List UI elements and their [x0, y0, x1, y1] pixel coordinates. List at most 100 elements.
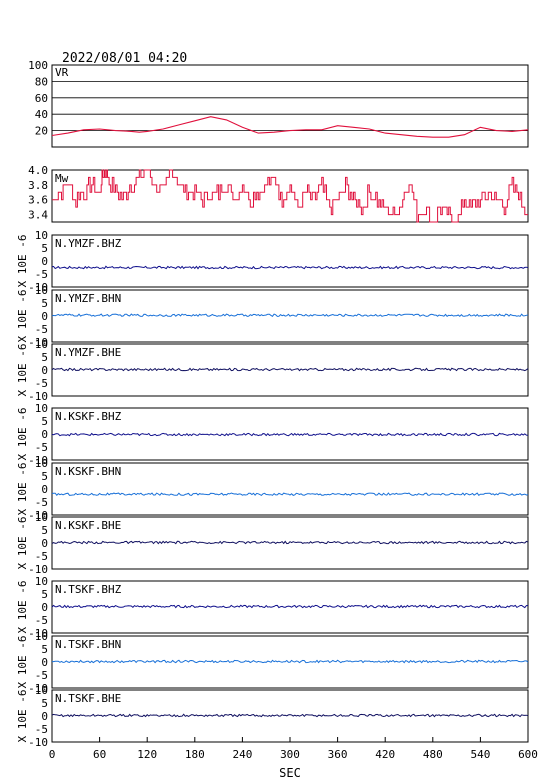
waveform-panel-label: N.KSKF.BHE: [55, 519, 121, 532]
vr-y-tick-label: 40: [35, 108, 48, 121]
timestamp-label: 2022/08/01 04:20: [62, 51, 187, 66]
vr-panel-label: VR: [55, 66, 69, 79]
waveform-y-tick-label: -10: [28, 509, 48, 522]
waveform-y-tick-label: 10: [35, 511, 48, 524]
waveform-panel-frame: [51, 343, 529, 397]
waveform-y-tick-label: 10: [35, 229, 48, 242]
waveform-y-tick-label: -10: [28, 281, 48, 294]
waveform-y-tick-label: 10: [35, 457, 48, 470]
mw-y-tick-label: 4.0: [28, 164, 48, 177]
plot-area: 10080604020VR4.03.83.63.4Mw1050-5-10N.YM…: [16, 59, 538, 761]
waveform-trace: [51, 492, 529, 497]
waveform-y-tick-label: 10: [35, 338, 48, 351]
waveform-y-tick-label: -5: [35, 550, 48, 563]
vr-y-tick-label: 80: [35, 75, 48, 88]
waveform-y-tick-label: 5: [41, 297, 48, 310]
waveform-y-tick-label: -10: [28, 336, 48, 349]
waveform-y-tick-label: -5: [35, 723, 48, 736]
x-tick-label: 420: [375, 748, 395, 761]
waveform-y-axis-label: X 10E -6: [16, 690, 29, 743]
waveform-trace: [51, 313, 529, 317]
waveform-y-tick-label: 0: [41, 428, 48, 441]
vr-series-line: [51, 116, 529, 138]
x-tick-label: 240: [232, 748, 252, 761]
waveform-y-tick-label: -5: [35, 669, 48, 682]
waveform-y-tick-label: 0: [41, 255, 48, 268]
x-tick-label: 60: [93, 748, 106, 761]
waveform-y-tick-label: -10: [28, 736, 48, 749]
waveform-y-tick-label: -10: [28, 454, 48, 467]
waveform-y-tick-label: 5: [41, 524, 48, 537]
waveform-panel-frame: [51, 234, 529, 288]
waveform-y-tick-label: -5: [35, 496, 48, 509]
waveform-panel-label: N.YMZF.BHE: [55, 346, 121, 359]
mw-y-tick-label: 3.8: [28, 179, 48, 192]
waveform-y-tick-label: 5: [41, 697, 48, 710]
x-tick-label: 480: [423, 748, 443, 761]
waveform-panel-label: N.KSKF.BHN: [55, 465, 121, 478]
waveform-y-tick-label: 5: [41, 415, 48, 428]
waveform-y-tick-label: 10: [35, 575, 48, 588]
waveform-y-tick-label: -10: [28, 627, 48, 640]
waveform-y-tick-label: -5: [35, 614, 48, 627]
waveform-y-tick-label: 5: [41, 242, 48, 255]
waveform-y-tick-label: 0: [41, 310, 48, 323]
waveform-y-axis-label: X 10E -6: [16, 517, 29, 570]
waveform-y-tick-label: 0: [41, 483, 48, 496]
waveform-y-axis-label: X 10E -6: [16, 408, 29, 461]
waveform-y-tick-label: 0: [41, 601, 48, 614]
waveform-panel-frame: [51, 516, 529, 570]
x-tick-label: 120: [137, 748, 157, 761]
vr-y-tick-label: 100: [28, 59, 48, 72]
waveform-y-tick-label: 5: [41, 351, 48, 364]
waveform-y-tick-label: -5: [35, 323, 48, 336]
waveform-y-tick-label: -5: [35, 441, 48, 454]
waveform-y-axis-label: X 10E -6: [16, 235, 29, 288]
waveform-panel-label: N.YMZF.BHZ: [55, 237, 122, 250]
waveform-trace: [51, 540, 529, 545]
x-tick-label: 360: [328, 748, 348, 761]
x-tick-label: 300: [280, 748, 300, 761]
waveform-panel-label: N.TSKF.BHE: [55, 692, 121, 705]
waveform-trace: [51, 604, 529, 609]
waveform-panel-label: N.TSKF.BHN: [55, 638, 121, 651]
mw-panel-label: Mw: [55, 172, 69, 185]
waveform-y-axis-label: X 10E -6: [16, 636, 29, 689]
mw-panel-frame: [51, 169, 529, 223]
waveform-y-tick-label: -10: [28, 390, 48, 403]
x-tick-label: 600: [518, 748, 538, 761]
x-tick-label: 540: [470, 748, 490, 761]
waveform-y-tick-label: 5: [41, 470, 48, 483]
waveform-y-tick-label: 5: [41, 643, 48, 656]
vr-panel-frame: [51, 64, 529, 148]
x-axis-label: SEC: [279, 766, 301, 780]
waveform-y-axis-label: X 10E -6: [16, 290, 29, 343]
x-tick-label: 0: [49, 748, 56, 761]
waveform-y-tick-label: 0: [41, 364, 48, 377]
waveform-y-tick-label: 10: [35, 284, 48, 297]
mw-y-tick-label: 3.4: [28, 209, 48, 222]
waveform-panel-label: N.TSKF.BHZ: [55, 583, 122, 596]
waveform-trace: [51, 367, 529, 372]
waveform-y-tick-label: -10: [28, 563, 48, 576]
waveform-y-axis-label: X 10E -6: [16, 344, 29, 397]
waveform-trace: [51, 713, 529, 718]
waveform-y-tick-label: 5: [41, 588, 48, 601]
waveform-y-tick-label: 10: [35, 630, 48, 643]
waveform-panel-frame: [51, 407, 529, 461]
mw-y-tick-label: 3.6: [28, 194, 48, 207]
waveform-trace: [51, 265, 529, 270]
waveform-y-tick-label: -5: [35, 377, 48, 390]
waveform-panel-label: N.YMZF.BHN: [55, 292, 121, 305]
waveform-y-tick-label: 0: [41, 537, 48, 550]
waveform-y-tick-label: -5: [35, 268, 48, 281]
waveform-y-tick-label: 10: [35, 684, 48, 697]
waveform-y-axis-label: X 10E -6: [16, 463, 29, 516]
waveform-trace: [52, 659, 529, 664]
waveform-panel-label: N.KSKF.BHZ: [55, 410, 122, 423]
mw-series-line: [52, 169, 528, 223]
waveform-y-tick-label: -10: [28, 682, 48, 695]
vr-y-tick-label: 20: [35, 125, 48, 138]
x-tick-label: 180: [185, 748, 205, 761]
